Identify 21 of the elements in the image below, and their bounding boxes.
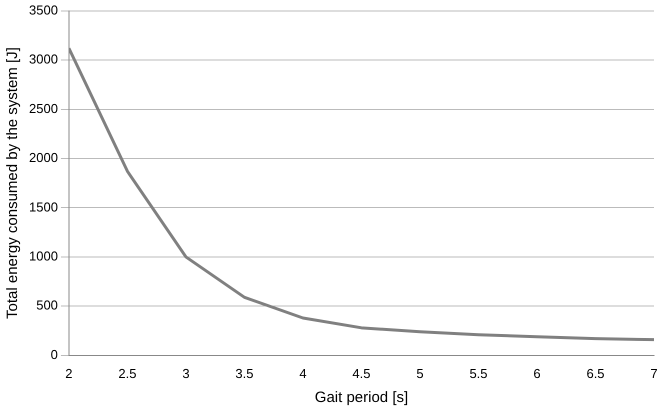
x-tick-label: 2.5 [118, 366, 136, 381]
y-tick-label: 3500 [29, 2, 58, 18]
x-tick-label: 5 [416, 366, 424, 381]
x-tick-label: 5.5 [469, 366, 488, 381]
x-tick-label: 3.5 [235, 366, 254, 381]
y-tick-label: 1500 [29, 199, 58, 214]
x-tick-label: 4.5 [352, 366, 370, 381]
x-tick-label: 7 [650, 366, 658, 381]
x-tick-label: 4 [299, 366, 307, 381]
y-axis-title: Total energy consumed by the system [J] [4, 47, 22, 319]
y-tick-label: 2000 [29, 150, 58, 166]
y-tick-label: 3000 [29, 52, 58, 67]
y-tick-label: 0 [50, 346, 58, 362]
y-tick-label: 1000 [29, 248, 58, 264]
x-axis-title: Gait period [s] [314, 389, 408, 406]
y-tick-label: 2500 [29, 100, 58, 116]
y-tick-label: 500 [36, 298, 58, 313]
x-tick-label: 6.5 [586, 366, 605, 381]
x-tick-label: 6 [533, 366, 541, 381]
x-tick-label: 3 [182, 366, 190, 381]
x-tick-label: 2 [65, 366, 73, 381]
